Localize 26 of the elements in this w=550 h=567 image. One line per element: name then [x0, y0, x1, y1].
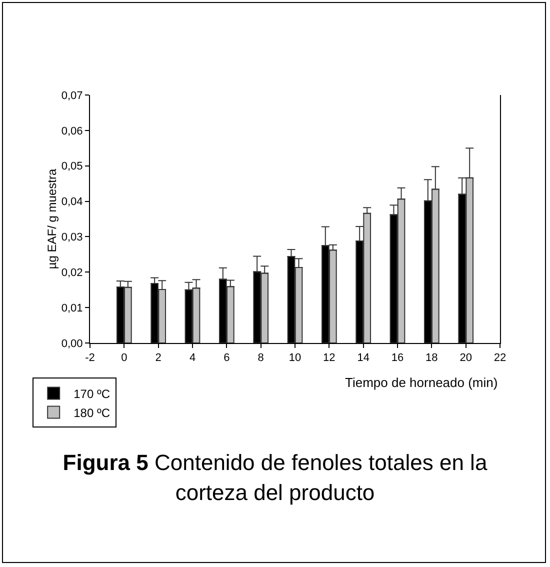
y-tick-label: 0,05: [61, 160, 83, 173]
text: Figura 5 Contenido de fenoles totales en la corteza del producto: [62, 449, 488, 507]
y-tick-label: 0,07: [61, 90, 83, 102]
x-tick-label: 4: [189, 352, 196, 364]
y-tick-label: 0,00: [61, 338, 83, 350]
y-tick-label: 0,02: [61, 266, 83, 279]
x-tick-label: 16: [391, 352, 404, 364]
legend-label: 180 ºC: [74, 406, 110, 420]
y-tick-label: 0,03: [61, 232, 83, 244]
y-axis-title: µg EAF/ g muestra: [45, 168, 59, 270]
x-tick-label: 8: [258, 352, 264, 364]
x-tick-label: 12: [323, 352, 336, 364]
x-tick-label: 6: [224, 352, 230, 364]
x-tick-label: 18: [426, 352, 438, 364]
x-axis-title: Tiempo de horneado (min): [345, 375, 498, 390]
y-tick-label: 0,06: [61, 125, 83, 138]
x-tick-label: 0: [121, 352, 128, 364]
legend-label: 170 ºC: [74, 386, 110, 401]
x-tick-label: 20: [460, 352, 472, 364]
x-tick-label: 10: [288, 352, 302, 364]
y-tick-label: 0,01: [61, 302, 83, 314]
x-tick-label: 22: [494, 352, 506, 364]
x-tick-label: 2: [155, 352, 162, 364]
x-tick-label: 14: [357, 352, 370, 364]
y-tick-label: 0,04: [61, 196, 83, 208]
x-tick-label: -2: [85, 352, 95, 364]
